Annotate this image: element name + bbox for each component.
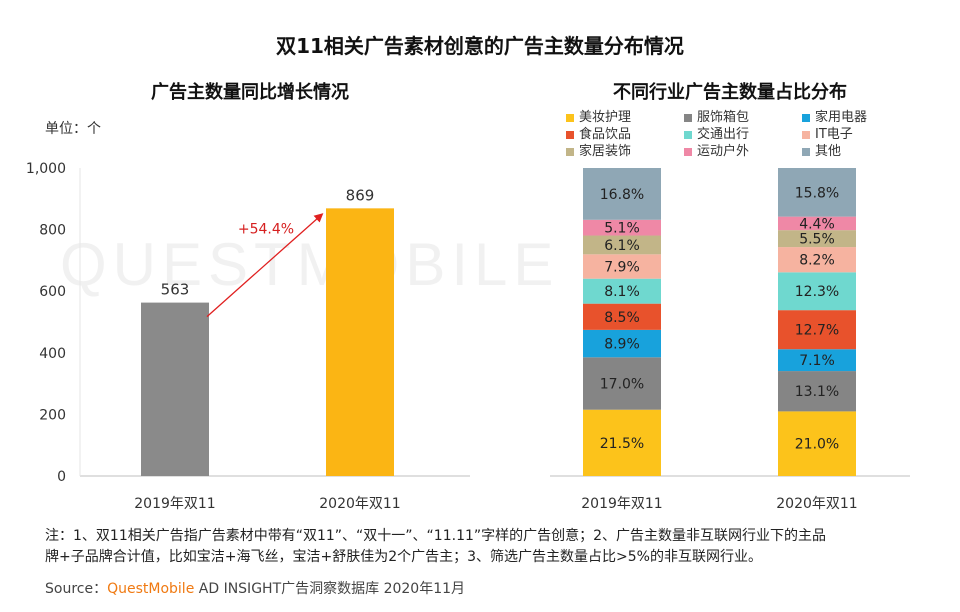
legend-item: 美妆护理 [566, 106, 631, 125]
legend-label: 食品饮品 [579, 127, 632, 142]
segment-value-label: 16.8% [600, 187, 644, 203]
segment-value-label: 13.1% [795, 384, 839, 400]
stack-segment [583, 303, 661, 330]
segment-value-label: 6.1% [604, 238, 640, 254]
segment-value-label: 8.1% [604, 284, 640, 300]
legend-item: 交通出行 [684, 123, 749, 142]
legend-swatch [802, 113, 810, 122]
industry-stacked-chart: 21.5% 17.0% 8.9% 8.5% 8.1% 7.9% 6.1%5.1% 16.8% 2… [550, 168, 910, 512]
x-tick-label: 2019年双11 [134, 496, 215, 512]
legend-swatch [566, 130, 574, 139]
y-tick-label: 1,000 [26, 161, 66, 177]
stack-segment [778, 168, 856, 217]
legend-label: 其他 [815, 144, 842, 159]
x-tick-label: 2020年双11 [319, 496, 400, 512]
legend-label: IT电子 [815, 127, 853, 142]
segment-value-label: 4.4% [799, 216, 835, 232]
notes-line-2: 牌+子品牌合计值，比如宝洁+海飞丝，宝洁+舒肤佳为2个广告主；3、筛选广告主数量… [45, 549, 762, 565]
right-chart-title: 不同行业广告主数量占比分布 [613, 82, 847, 103]
industry-legend: 美妆护理 服饰箱包 家用电器食品饮品 交通出行 IT电子家居装饰 运动户外 其他 [566, 106, 906, 160]
growth-bar-chart: 0 200 400 600 800 1,000 563 2019年双11 869 2020年双11… [26, 161, 470, 512]
segment-value-label: 12.7% [795, 323, 839, 339]
legend-label: 交通出行 [697, 127, 750, 142]
y-tick-label: 200 [39, 407, 66, 423]
stack-segment [583, 235, 661, 255]
stack-segment [778, 310, 856, 350]
stack-segment [778, 247, 856, 273]
x-tick-label: 2020年双11 [776, 496, 857, 512]
segment-value-label: 21.0% [795, 437, 839, 453]
stack-segment [778, 230, 856, 248]
legend-swatch [684, 113, 692, 122]
stack-segment [583, 278, 661, 304]
notes: 注：1、双11相关广告指广告素材中带有“双11”、“双十一”、“11.11”字样… [45, 526, 915, 568]
y-tick-label: 400 [39, 346, 66, 362]
legend-swatch [684, 130, 692, 139]
source-prefix: Source： [45, 581, 108, 597]
legend-item: 家用电器 [802, 106, 867, 125]
stack-segment [778, 272, 856, 311]
legend-item: 家居装饰 [566, 140, 631, 159]
segment-value-label: 21.5% [600, 436, 644, 452]
growth-arrow [206, 213, 324, 318]
segment-value-label: 7.1% [799, 353, 835, 369]
stack-segment [778, 411, 856, 476]
segment-value-label: 8.9% [604, 337, 640, 353]
segment-value-label: 15.8% [795, 185, 839, 201]
source-line: Source：QuestMobile AD INSIGHT广告洞察数据库 202… [45, 578, 465, 598]
segment-value-label: 5.5% [799, 232, 835, 248]
left-chart-title: 广告主数量同比增长情况 [151, 82, 349, 103]
x-tick-label: 2019年双11 [581, 496, 662, 512]
legend-swatch [684, 147, 692, 156]
legend-swatch [566, 113, 574, 122]
stack-segment [778, 216, 856, 231]
stack-segment [583, 168, 661, 220]
segment-value-label: 8.5% [604, 310, 640, 326]
legend-swatch [802, 147, 810, 156]
stack-segment [583, 254, 661, 279]
stack-segment [583, 357, 661, 410]
notes-line-1: 注：1、双11相关广告指广告素材中带有“双11”、“双十一”、“11.11”字样… [45, 528, 827, 544]
segment-value-label: 5.1% [604, 221, 640, 237]
bar-value-label: 563 [161, 281, 190, 299]
segment-value-label: 17.0% [600, 377, 644, 393]
main-title: 双11相关广告素材创意的广告主数量分布情况 [276, 34, 684, 58]
growth-annotation: +54.4% [238, 221, 294, 237]
legend-label: 家用电器 [815, 110, 868, 125]
segment-value-label: 8.2% [799, 253, 835, 269]
legend-label: 服饰箱包 [697, 110, 750, 125]
watermark: QUESTMOBILE [60, 231, 560, 298]
stack-segment [778, 349, 856, 372]
stack-segment [583, 329, 661, 358]
segment-value-label: 7.9% [604, 260, 640, 276]
stack-segment [583, 219, 661, 236]
legend-item: 运动户外 [684, 140, 749, 159]
unit-label: 单位：个 [45, 121, 101, 137]
legend-item: 服饰箱包 [684, 106, 749, 125]
segment-value-label: 12.3% [795, 284, 839, 300]
source-brand: QuestMobile [107, 581, 195, 597]
stack-segment [583, 409, 661, 476]
legend-label: 运动户外 [697, 144, 750, 159]
y-tick-label: 800 [39, 223, 66, 239]
bar [326, 208, 394, 476]
bar [141, 302, 209, 476]
legend-item: 食品饮品 [566, 123, 631, 142]
bar-value-label: 869 [346, 186, 375, 204]
source-suffix: AD INSIGHT广告洞察数据库 2020年11月 [194, 581, 466, 597]
legend-item: IT电子 [802, 123, 853, 142]
legend-label: 家居装饰 [579, 144, 632, 159]
stack-segment [778, 371, 856, 412]
legend-label: 美妆护理 [579, 110, 632, 125]
legend-swatch [566, 147, 574, 156]
legend-swatch [802, 130, 810, 139]
legend-item: 其他 [802, 140, 841, 159]
y-tick-label: 600 [39, 284, 66, 300]
y-tick-label: 0 [57, 469, 66, 485]
